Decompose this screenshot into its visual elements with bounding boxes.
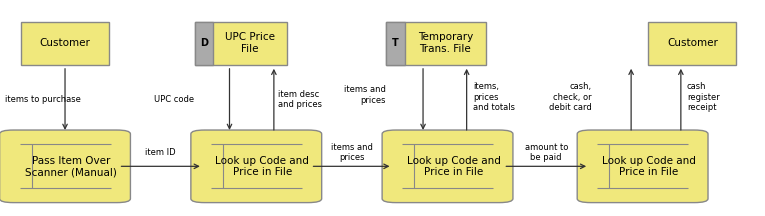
Text: Look up Code and
Price in File: Look up Code and Price in File [216, 156, 309, 177]
Text: Pass Item Over
Scanner (Manual): Pass Item Over Scanner (Manual) [25, 156, 117, 177]
Text: items to purchase: items to purchase [5, 95, 80, 104]
FancyBboxPatch shape [195, 22, 287, 65]
Text: T: T [392, 38, 399, 48]
Text: Look up Code and
Price in File: Look up Code and Price in File [602, 156, 695, 177]
Text: item desc
and prices: item desc and prices [278, 90, 323, 109]
FancyBboxPatch shape [191, 130, 321, 203]
Text: item ID: item ID [145, 148, 176, 157]
Text: amount to
be paid: amount to be paid [525, 143, 568, 162]
FancyBboxPatch shape [195, 22, 213, 65]
Text: Temporary
Trans. File: Temporary Trans. File [418, 32, 473, 54]
FancyBboxPatch shape [577, 130, 708, 203]
Text: items and
prices: items and prices [331, 143, 373, 162]
FancyBboxPatch shape [21, 22, 109, 65]
Text: cash
register
receipt: cash register receipt [687, 82, 720, 112]
FancyBboxPatch shape [382, 130, 513, 203]
Text: UPC Price
File: UPC Price File [225, 32, 275, 54]
Text: D: D [200, 38, 208, 48]
FancyBboxPatch shape [0, 130, 130, 203]
Text: items and
prices: items and prices [343, 85, 386, 105]
Text: UPC code: UPC code [155, 95, 194, 104]
FancyBboxPatch shape [386, 22, 486, 65]
Text: items,
prices
and totals: items, prices and totals [473, 82, 515, 112]
Text: Customer: Customer [40, 38, 90, 48]
Text: Customer: Customer [667, 38, 718, 48]
FancyBboxPatch shape [648, 22, 736, 65]
Text: Look up Code and
Price in File: Look up Code and Price in File [407, 156, 500, 177]
FancyBboxPatch shape [386, 22, 405, 65]
Text: cash,
check, or
debit card: cash, check, or debit card [549, 82, 592, 112]
